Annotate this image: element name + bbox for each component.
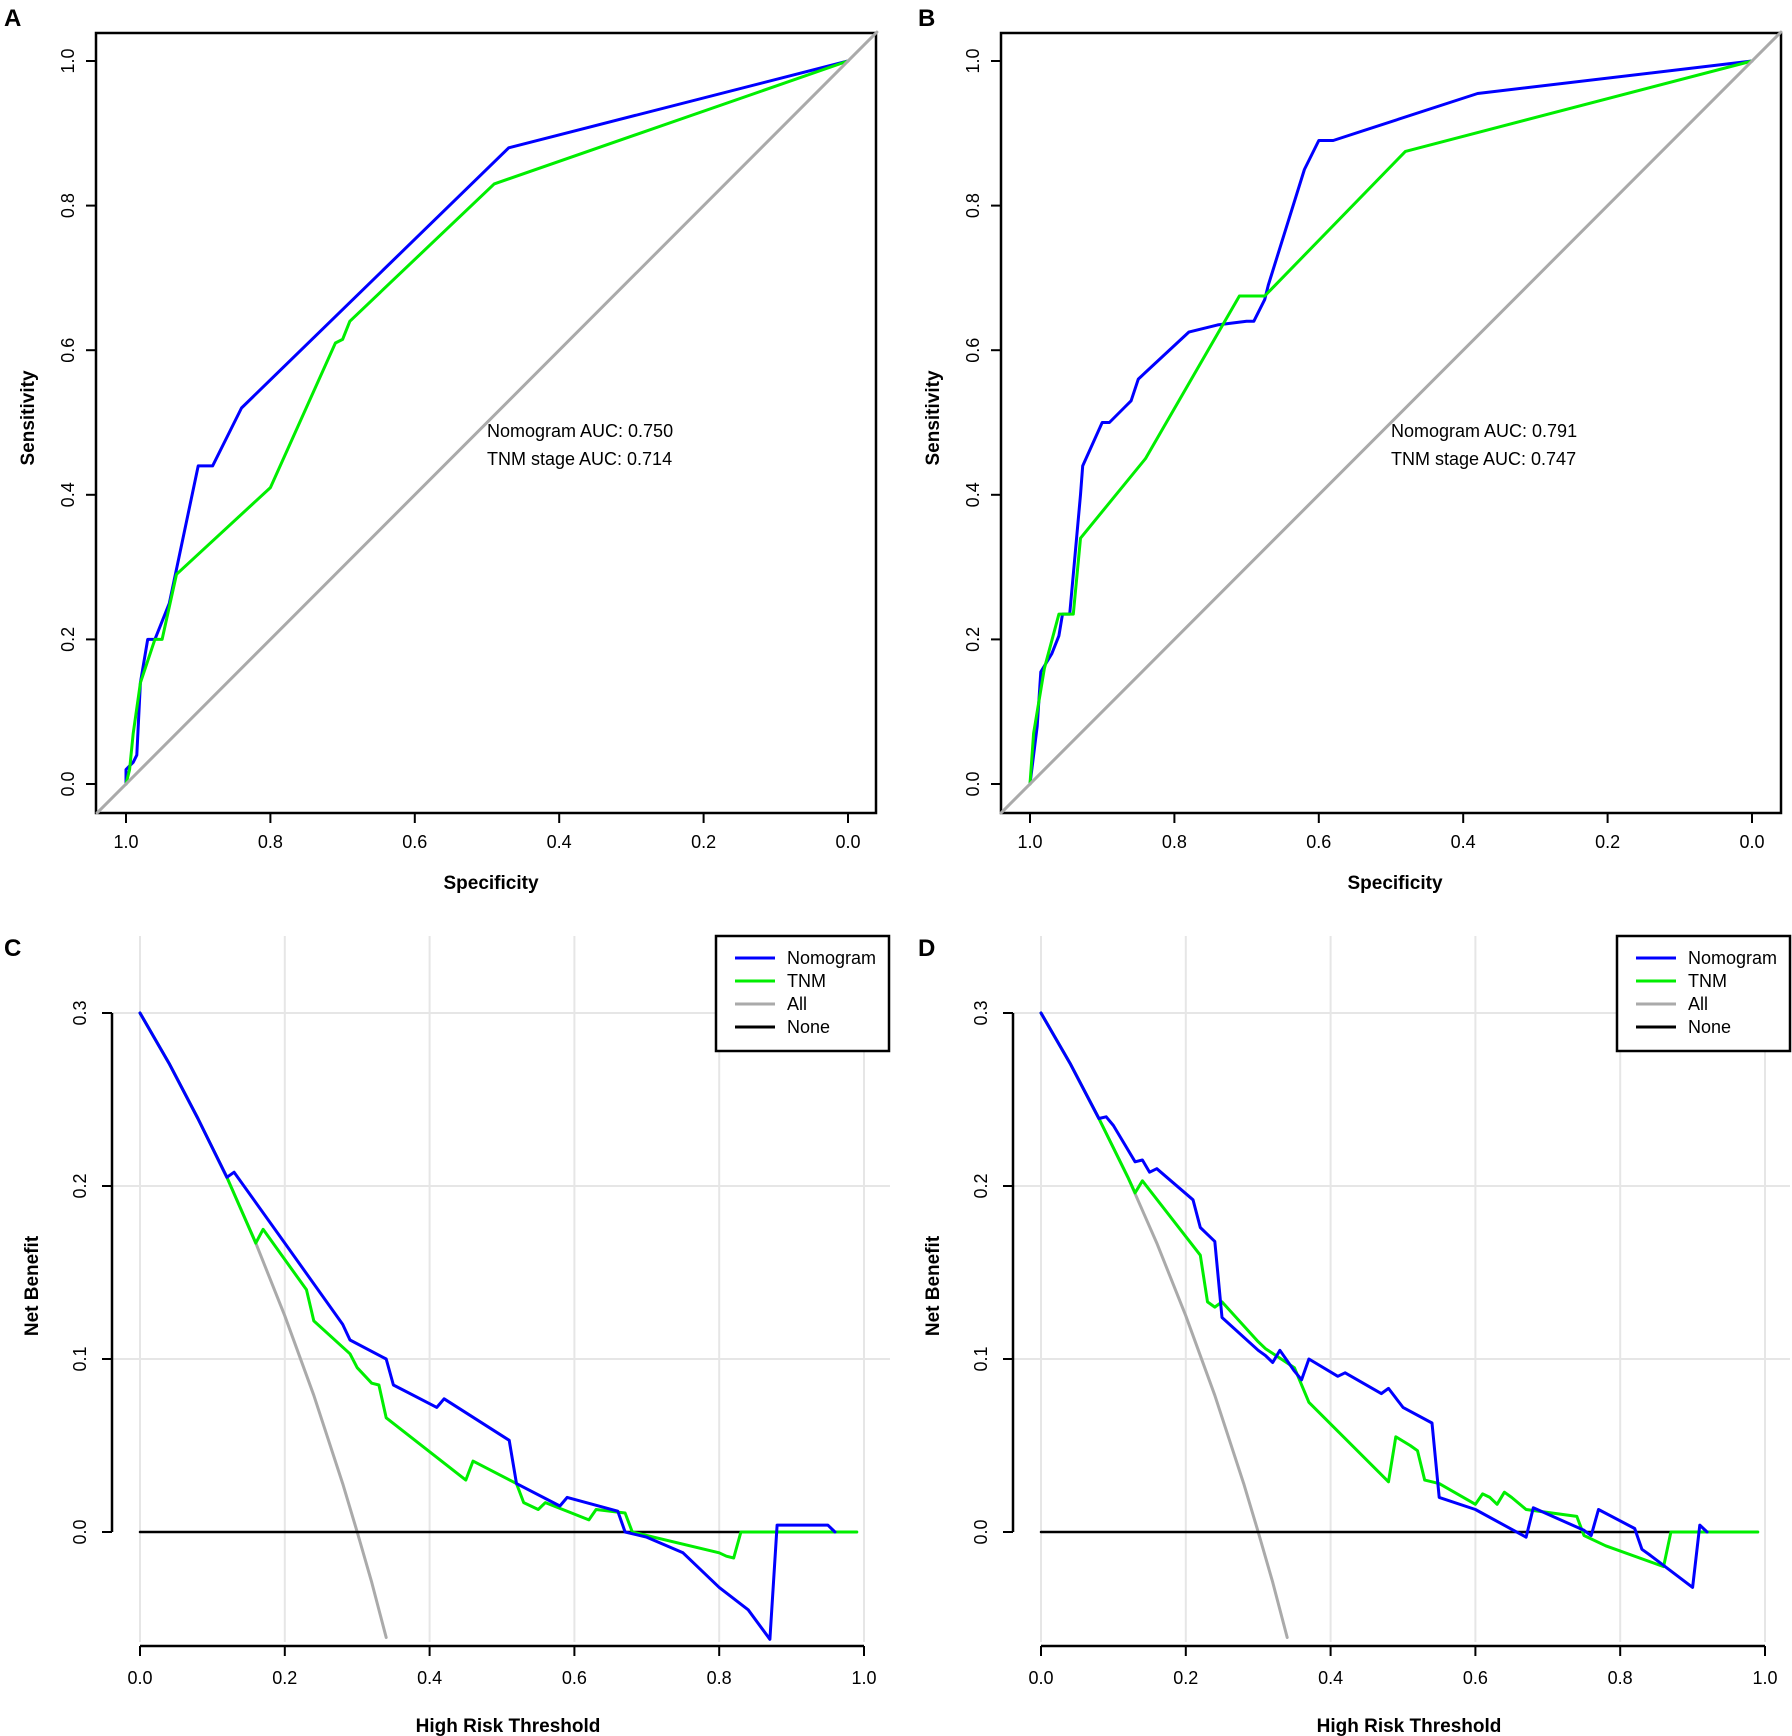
x-tick-label: 0.8 [707,1668,732,1688]
y-tick-label: 0.4 [963,482,983,507]
x-tick-label: 0.6 [402,832,427,852]
legend-item-tnm: TNM [735,971,826,991]
x-tick-label: 1.0 [1017,832,1042,852]
series-line-nomogram [1039,1011,1709,1589]
x-tick-label: 0.0 [1739,832,1764,852]
x-tick-label: 0.6 [1306,832,1331,852]
legend-item-none: None [1636,1017,1731,1037]
series-line-tnm [1039,1011,1760,1569]
x-tick-label: 0.4 [417,1668,442,1688]
legend-box [1615,934,1792,1053]
legend-item-nomogram: Nomogram [735,948,876,968]
series-line-nomogram [1028,59,1754,786]
x-tick-label: 0.2 [272,1668,297,1688]
y-tick-label: 0.8 [963,193,983,218]
panel-d-decision-curve: D 0.0 0.2 0.4 0.6 0.8 1.0 0.0 0.1 0.2 0.3 Nomogr… [918,934,1792,1736]
series-line-all [1039,1011,1289,1639]
y-tick-label: 0.0 [58,771,78,796]
legend-label: None [1688,1017,1731,1037]
series-line-tnm-stage [1028,59,1754,786]
y-tick-label: 1.0 [963,48,983,73]
tnm-auc-annotation: TNM stage AUC: 0.747 [1391,449,1576,469]
y-tick-label: 0.0 [963,771,983,796]
y-axis-title: Net Benefit [22,1235,43,1336]
x-tick-label: 1.0 [113,832,138,852]
y-tick-label: 0.3 [971,1000,991,1025]
tnm-auc-annotation: TNM stage AUC: 0.714 [487,449,672,469]
x-tick-label: 0.8 [1162,832,1187,852]
legend-label: TNM [787,971,826,991]
y-tick-label: 0.8 [58,193,78,218]
y-tick-label: 1.0 [58,48,78,73]
plot-frame [94,31,878,815]
legend-label: Nomogram [787,948,876,968]
x-tick-label: 0.8 [258,832,283,852]
legend-item-tnm: TNM [1636,971,1727,991]
legend-label: Nomogram [1688,948,1777,968]
y-tick-label: 0.0 [70,1519,90,1544]
legend-label: All [1688,994,1708,1014]
x-tick-label: 0.8 [1608,1668,1633,1688]
x-axis-title: Specificity [443,873,538,894]
y-tick-label: 0.2 [971,1173,991,1198]
y-tick-label: 0.3 [70,1000,90,1025]
panel-c-decision-curve: C 0.0 0.2 0.4 0.6 0.8 1.0 0.0 0.1 0.2 0.3 Nomogr… [4,934,891,1736]
y-axis-title: Sensitivity [923,370,944,465]
x-tick-label: 0.2 [1173,1668,1198,1688]
x-tick-label: 0.6 [1463,1668,1488,1688]
panel-letter: A [4,5,21,32]
y-axis-title: Sensitivity [18,370,39,465]
panel-letter: D [918,935,935,962]
panel-a-roc-chart: A 1.0 0.8 0.6 0.4 0.2 0.0 0.00.20.40.60.81.0 … [4,5,879,894]
y-tick-label: 0.6 [963,338,983,363]
legend-label: All [787,994,807,1014]
legend-box [714,934,891,1053]
series-line-reference [95,30,879,815]
y-axis-title: Net Benefit [923,1235,944,1336]
series-line-tnm [138,1011,859,1560]
x-tick-label: 1.0 [851,1668,876,1688]
y-tick-label: 0.2 [58,627,78,652]
x-tick-label: 0.4 [1451,832,1476,852]
x-tick-label: 0.4 [1318,1668,1343,1688]
x-tick-label: 0.0 [127,1668,152,1688]
legend-label: None [787,1017,830,1037]
x-axis-title: High Risk Threshold [416,1716,601,1736]
x-axis-title: High Risk Threshold [1317,1716,1502,1736]
legend: Nomogram TNM All None [1615,934,1792,1053]
y-tick-label: 0.6 [58,338,78,363]
y-tick-label: 0.2 [963,627,983,652]
y-tick-label: 0.2 [70,1173,90,1198]
x-tick-label: 0.4 [547,832,572,852]
panel-b-roc-chart: B 1.0 0.8 0.6 0.4 0.2 0.0 0.00.20.40.60.81.0 … [918,5,1783,894]
x-tick-label: 0.0 [1028,1668,1053,1688]
x-tick-label: 0.2 [691,832,716,852]
nomogram-auc-annotation: Nomogram AUC: 0.791 [1391,421,1577,441]
y-tick-label: 0.0 [971,1519,991,1544]
x-tick-label: 1.0 [1752,1668,1777,1688]
legend-item-none: None [735,1017,830,1037]
plot-frame [999,31,1783,815]
y-tick-label: 0.1 [70,1346,90,1371]
legend-item-nomogram: Nomogram [1636,948,1777,968]
series-line-tnm-stage [124,59,850,786]
series-line-all [138,1011,388,1639]
x-tick-label: 0.0 [835,832,860,852]
panel-letter: B [918,5,935,32]
y-tick-label: 0.4 [58,482,78,507]
legend-item-all: All [735,994,807,1014]
x-axis-title: Specificity [1347,873,1442,894]
panel-letter: C [4,935,21,962]
legend-label: TNM [1688,971,1727,991]
legend: Nomogram TNM All None [714,934,891,1053]
y-tick-label: 0.1 [971,1346,991,1371]
x-tick-label: 0.6 [562,1668,587,1688]
series-line-reference [999,30,1783,815]
nomogram-auc-annotation: Nomogram AUC: 0.750 [487,421,673,441]
series-line-nomogram [138,1011,837,1641]
x-tick-label: 0.2 [1595,832,1620,852]
legend-item-all: All [1636,994,1708,1014]
